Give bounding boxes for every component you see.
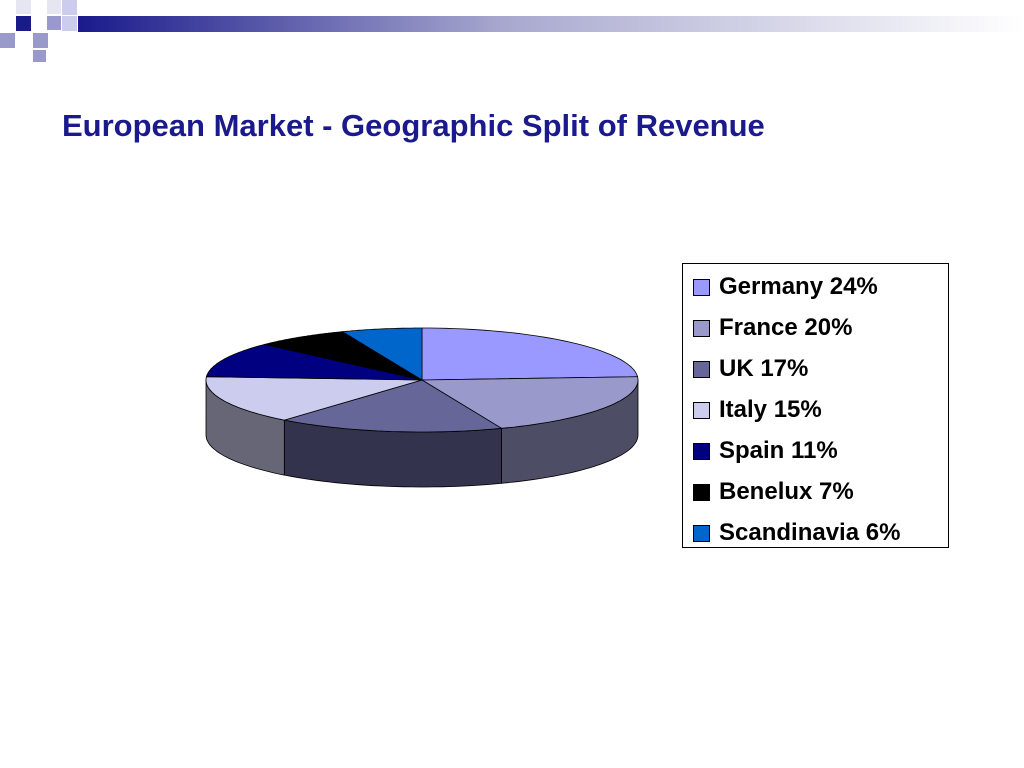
legend-label: Benelux 7% xyxy=(719,478,854,505)
decor-square xyxy=(0,33,15,48)
legend-swatch xyxy=(693,483,710,501)
legend-label: Spain 11% xyxy=(719,437,838,464)
pie-chart xyxy=(205,327,639,488)
decor-square xyxy=(33,33,48,48)
slide-title: European Market - Geographic Split of Re… xyxy=(62,108,765,143)
legend-item: Benelux 7% xyxy=(693,477,854,507)
legend-label: Germany 24% xyxy=(719,273,878,300)
legend-label: UK 17% xyxy=(719,355,809,382)
legend-label: Scandinavia 6% xyxy=(719,519,901,546)
legend-item: UK 17% xyxy=(693,354,808,384)
decor-square xyxy=(47,0,61,14)
legend-item: Spain 11% xyxy=(693,436,838,466)
legend-swatch xyxy=(693,524,710,542)
legend-swatch xyxy=(693,442,710,460)
header-gradient-band xyxy=(78,16,1024,32)
chart-legend: Germany 24% France 20% UK 17% Italy 15% Spai… xyxy=(682,263,949,548)
legend-item: France 20% xyxy=(693,313,852,343)
decor-square xyxy=(16,0,31,14)
legend-label: Italy 15% xyxy=(719,396,822,423)
decor-square xyxy=(33,50,46,62)
pie-slice-uk xyxy=(284,379,503,433)
legend-swatch xyxy=(693,278,710,296)
legend-swatch xyxy=(693,360,710,378)
legend-swatch xyxy=(693,319,710,337)
decor-square xyxy=(47,16,61,30)
decor-square xyxy=(62,16,77,31)
pie-slice-france xyxy=(420,376,639,429)
decor-square xyxy=(62,0,77,15)
pie-slice-benelux xyxy=(264,331,423,381)
pie-slice-italy xyxy=(205,376,423,421)
pie-slice-germany xyxy=(421,327,639,381)
corner-decoration xyxy=(0,0,1024,62)
legend-item: Italy 15% xyxy=(693,395,822,425)
legend-item: Germany 24% xyxy=(693,272,878,302)
legend-label: France 20% xyxy=(719,314,853,341)
legend-swatch xyxy=(693,401,710,419)
decor-square xyxy=(16,16,31,31)
legend-item: Scandinavia 6% xyxy=(693,518,900,548)
pie-slice-spain xyxy=(205,343,423,381)
pie-slice-scandinavia xyxy=(341,327,423,381)
